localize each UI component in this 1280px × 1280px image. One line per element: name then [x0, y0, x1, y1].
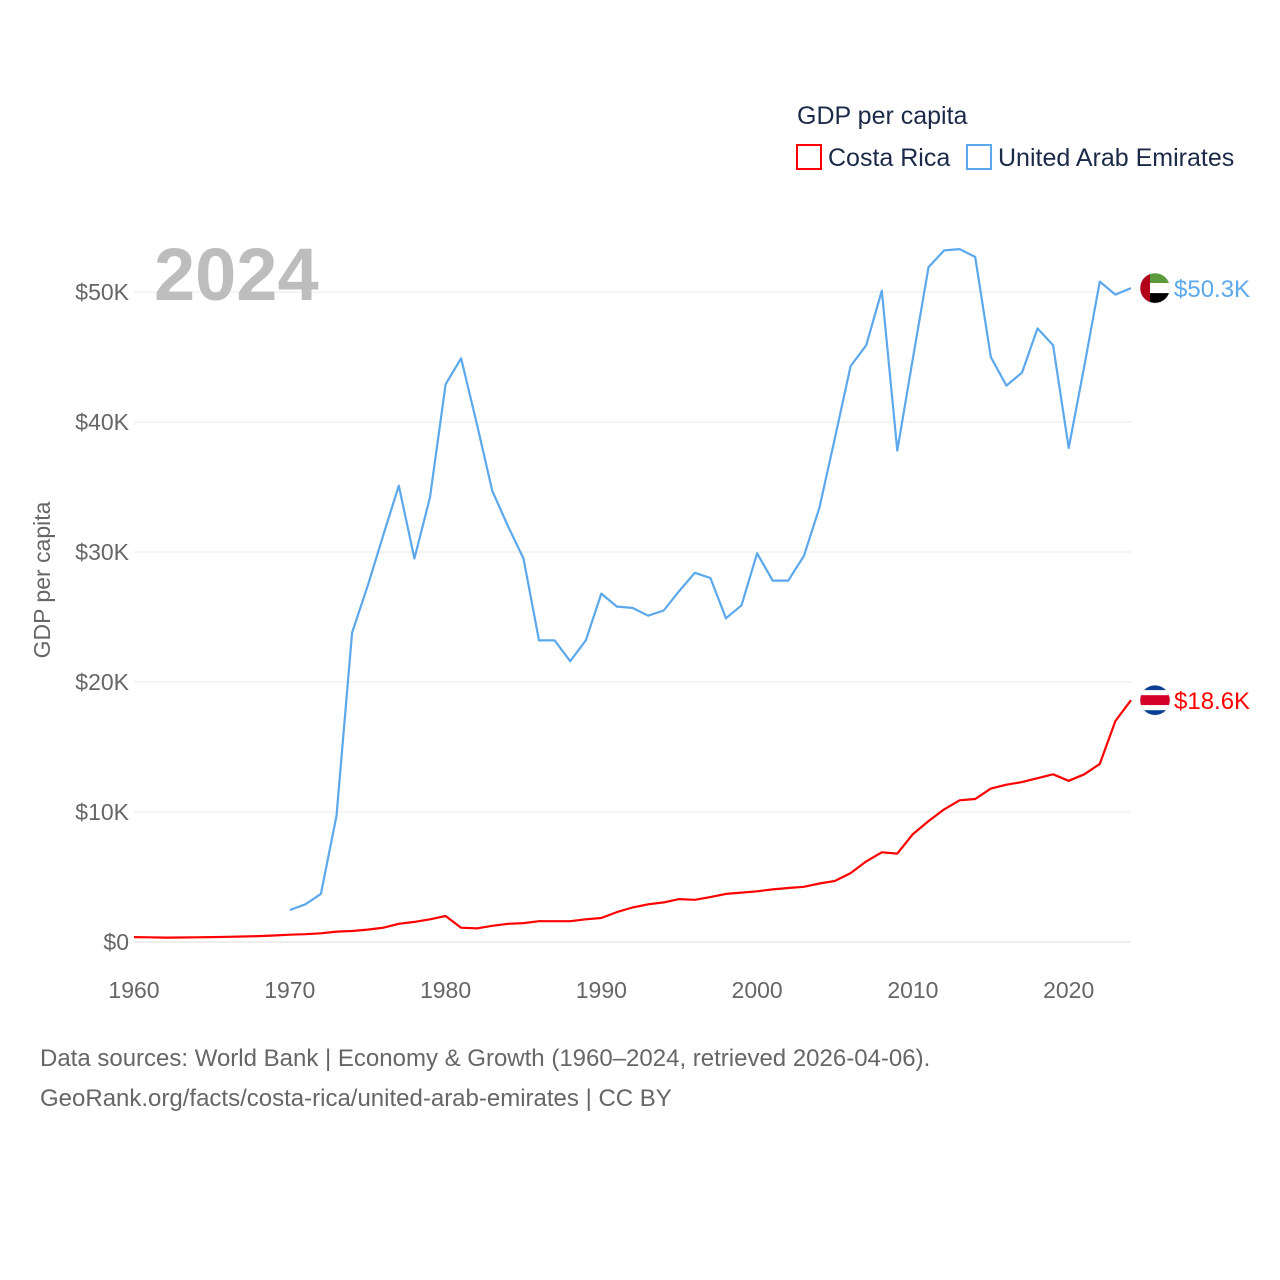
- y-tick-label: $0: [103, 929, 129, 955]
- legend-swatch-uae: [966, 144, 992, 170]
- y-axis: $0 $10K $20K $30K $40K $50K: [75, 279, 129, 955]
- x-tick-label: 1990: [576, 977, 627, 1003]
- end-label-costa-rica: $18.6K: [1174, 688, 1250, 715]
- y-tick-label: $10K: [75, 799, 129, 825]
- legend-swatch-costa-rica: [796, 144, 822, 170]
- legend-label-costa-rica: Costa Rica: [828, 144, 950, 172]
- legend-item-costa-rica[interactable]: Costa Rica: [796, 144, 950, 172]
- end-label-united-arab-emirates: $50.3K: [1174, 276, 1250, 303]
- flag-costa-rica-icon: [1139, 684, 1171, 716]
- legend-label-uae: United Arab Emirates: [998, 144, 1234, 172]
- y-axis-label: GDP per capita: [29, 501, 55, 658]
- series-line-united-arab-emirates: [289, 248, 1132, 912]
- grid-lines: [134, 291, 1131, 943]
- series-lines: [133, 248, 1132, 939]
- x-axis: 1960 1970 1980 1990 2000 2010 2020: [108, 977, 1094, 1003]
- end-labels: $18.6K $50.3K: [1139, 272, 1250, 716]
- x-tick-label: 1970: [264, 977, 315, 1003]
- x-tick-label: 2010: [887, 977, 938, 1003]
- x-tick-label: 2000: [732, 977, 783, 1003]
- legend-item-uae[interactable]: United Arab Emirates: [966, 144, 1234, 172]
- flag-united-arab-emirates-icon: [1139, 272, 1171, 304]
- x-tick-label: 2020: [1043, 977, 1094, 1003]
- x-tick-label: 1980: [420, 977, 471, 1003]
- y-tick-label: $30K: [75, 539, 129, 565]
- current-year-label: 2024: [154, 233, 319, 316]
- y-tick-label: $40K: [75, 409, 129, 435]
- legend-title: GDP per capita: [797, 102, 968, 130]
- y-tick-label: $50K: [75, 279, 129, 305]
- footer-sources: Data sources: World Bank | Economy & Gro…: [40, 1045, 931, 1072]
- x-tick-label: 1960: [108, 977, 159, 1003]
- footer-attribution[interactable]: GeoRank.org/facts/costa-rica/united-arab…: [40, 1085, 672, 1112]
- series-line-costa-rica: [133, 699, 1132, 939]
- y-tick-label: $20K: [75, 669, 129, 695]
